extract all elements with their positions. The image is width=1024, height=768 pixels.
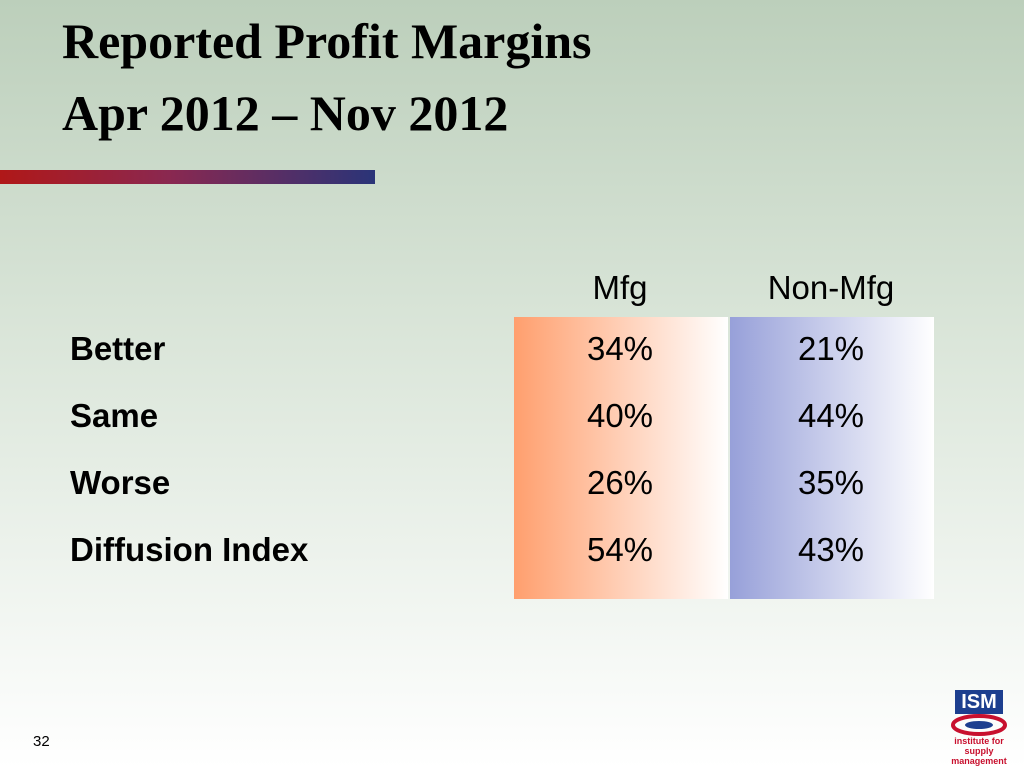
logo-swoosh [951, 714, 1007, 736]
title-line: Apr 2012 – Nov 2012 [62, 85, 509, 141]
column-header: Mfg [592, 269, 648, 306]
logo-text: institute for [954, 736, 1004, 746]
table-cell: 26% [586, 464, 654, 501]
row-label: Same [70, 397, 159, 434]
table-cell: 44% [797, 397, 865, 434]
table-cell: 34% [586, 330, 654, 367]
table-cell: 40% [586, 397, 654, 434]
row-label: Worse [70, 464, 171, 501]
table-cell: 43% [797, 531, 865, 568]
table-cell: 35% [797, 464, 865, 501]
logo-text: supply management [951, 746, 1007, 766]
table-cell: 21% [797, 330, 865, 367]
column-shade [514, 317, 728, 599]
logo-mark: ISM [955, 690, 1003, 714]
title-line: Reported Profit Margins [62, 13, 592, 69]
title-rule [0, 170, 375, 184]
column-shade [730, 317, 934, 599]
column-header: Non-Mfg [767, 269, 895, 306]
row-label: Diffusion Index [70, 531, 309, 568]
page-number: 32 [33, 733, 50, 750]
table-cell: 54% [586, 531, 654, 568]
logo: ISM institute for supply management [936, 690, 1022, 766]
row-label: Better [70, 330, 166, 367]
